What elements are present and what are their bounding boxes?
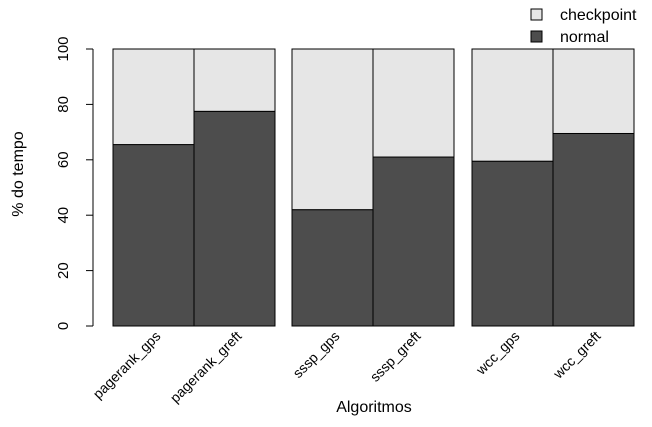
bar-sssp_gps-checkpoint xyxy=(291,48,374,211)
legend-label-checkpoint: checkpoint xyxy=(560,7,637,24)
y-axis: 0 20 40 60 80 100 xyxy=(55,36,94,330)
bar-pagerank_gps-normal xyxy=(112,144,195,327)
bar-pagerank_gps-checkpoint xyxy=(112,48,195,146)
bar-pagerank_greft-normal xyxy=(193,110,276,327)
bar-wcc_gps-normal xyxy=(471,160,554,327)
y-ticks: 0 20 40 60 80 100 xyxy=(55,36,93,330)
bar-wcc_greft-checkpoint xyxy=(552,48,635,134)
y-tick-label-100: 100 xyxy=(55,36,72,61)
y-tick-label-20: 20 xyxy=(55,262,72,279)
x-tick-label-pagerank_gps: pagerank_gps xyxy=(90,328,164,402)
bar-pagerank_greft-checkpoint xyxy=(193,48,276,112)
bar-wcc_gps-checkpoint xyxy=(471,48,554,162)
y-tick-label-60: 60 xyxy=(55,151,72,168)
y-tick-label-40: 40 xyxy=(55,207,72,224)
y-tick-label-0: 0 xyxy=(55,322,72,330)
bar-sssp_gps-normal xyxy=(291,209,374,327)
y-tick-label-80: 80 xyxy=(55,96,72,113)
bar-sssp_greft-normal xyxy=(372,156,455,327)
x-axis-labels: pagerank_gps pagerank_greft sssp_gps sssp_g… xyxy=(90,328,604,406)
y-axis-title: % do tempo xyxy=(10,131,27,216)
legend-swatch-checkpoint xyxy=(530,8,543,21)
legend: checkpoint normal xyxy=(530,7,637,46)
bars xyxy=(112,48,635,327)
bar-wcc_greft-normal xyxy=(552,132,635,327)
legend-swatch-normal xyxy=(530,30,543,43)
legend-label-normal: normal xyxy=(560,29,609,46)
x-tick-label-wcc_gps: wcc_gps xyxy=(472,328,523,379)
x-axis-title: Algoritmos xyxy=(336,399,412,416)
x-tick-label-sssp_gps: sssp_gps xyxy=(289,328,342,381)
x-tick-label-wcc_greft: wcc_greft xyxy=(549,328,603,382)
x-tick-label-sssp_greft: sssp_greft xyxy=(367,328,424,385)
bar-sssp_greft-checkpoint xyxy=(372,48,455,158)
x-tick-label-pagerank_greft: pagerank_greft xyxy=(167,328,245,406)
